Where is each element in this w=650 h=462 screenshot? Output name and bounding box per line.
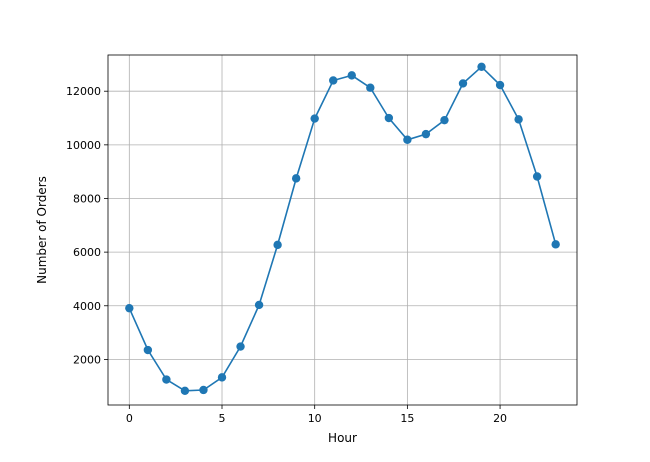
data-point	[403, 135, 412, 144]
x-tick-label: 10	[308, 412, 322, 425]
data-point	[162, 375, 171, 384]
y-tick-label: 8000	[73, 192, 101, 205]
axis-ticks: 0 5 10 15 20 2000 4000 6000 8000 10000 12000	[66, 85, 507, 425]
data-point	[180, 386, 190, 395]
data-point	[458, 79, 468, 88]
data-point	[291, 174, 301, 183]
data-point	[217, 373, 227, 382]
x-tick-label: 15	[400, 412, 414, 425]
data-point	[236, 342, 245, 351]
data-point	[421, 129, 431, 139]
grid	[108, 55, 577, 405]
x-axis-title: Hour	[328, 431, 357, 445]
x-tick-label: 5	[219, 412, 226, 425]
y-tick-label: 2000	[73, 353, 101, 366]
series-orders	[125, 62, 560, 395]
data-point	[329, 76, 338, 85]
x-tick-label: 0	[126, 412, 133, 425]
data-point	[273, 240, 282, 250]
series-line	[128, 65, 557, 392]
y-tick-label: 4000	[73, 300, 101, 313]
data-point	[366, 83, 375, 92]
data-point	[199, 385, 208, 395]
y-tick-label: 10000	[66, 139, 101, 152]
data-point	[384, 113, 394, 123]
y-tick-label: 6000	[73, 246, 101, 259]
data-point	[495, 80, 505, 90]
y-axis-title: Number of Orders	[35, 176, 49, 284]
data-point	[125, 303, 134, 313]
data-point	[514, 115, 523, 124]
x-tick-label: 20	[493, 412, 507, 425]
y-tick-label: 12000	[66, 85, 101, 98]
data-point	[310, 114, 319, 123]
data-point	[347, 71, 356, 80]
data-point	[143, 345, 153, 355]
data-point	[551, 240, 560, 249]
plot-frame	[107, 54, 578, 406]
data-point	[440, 115, 449, 125]
data-point	[254, 300, 264, 310]
data-point	[477, 62, 486, 72]
data-point	[532, 172, 542, 181]
